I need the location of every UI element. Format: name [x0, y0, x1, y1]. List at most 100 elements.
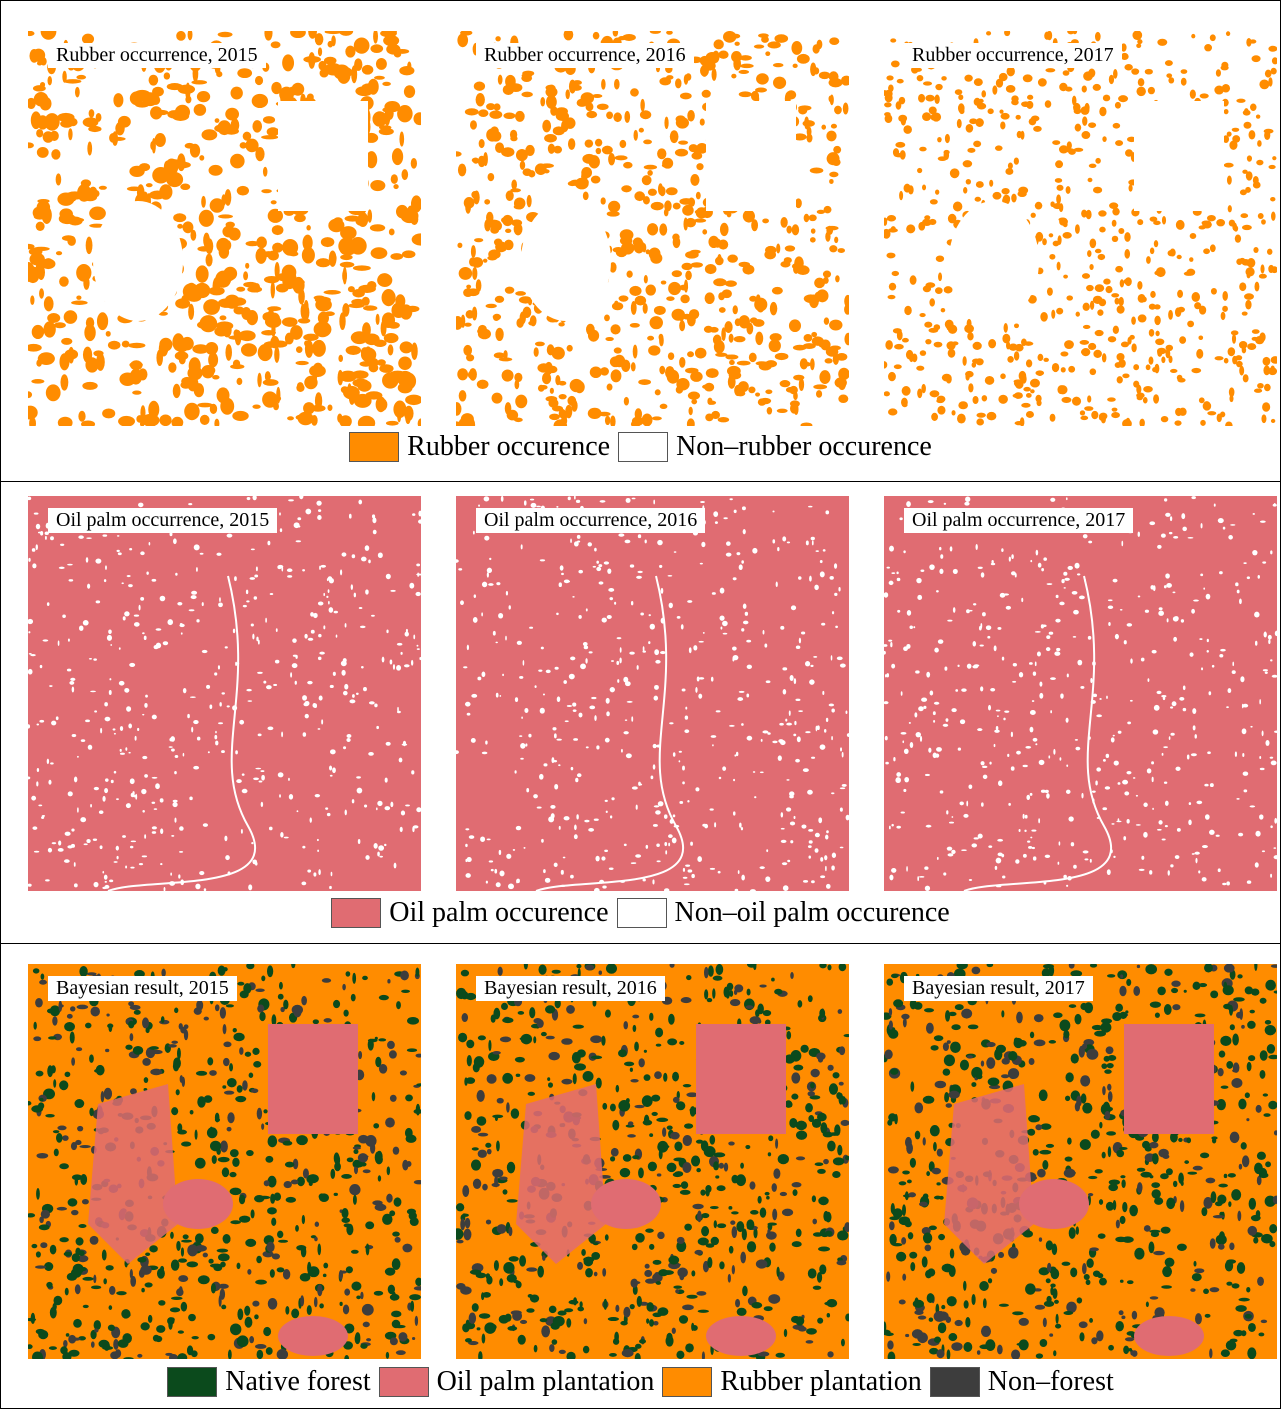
- map-patch: [642, 879, 645, 882]
- map-patch: [1134, 101, 1224, 211]
- map-patch: [806, 1328, 817, 1335]
- map-patch: [278, 772, 284, 777]
- map-patch: [728, 1206, 732, 1210]
- map-patch: [277, 565, 283, 569]
- map-patch: [417, 648, 420, 650]
- map-patch: [977, 103, 986, 110]
- map-patch: [289, 794, 293, 800]
- map-patch: [691, 262, 703, 267]
- map-patch: [623, 1021, 628, 1029]
- map-patch: [835, 377, 847, 388]
- map-patch: [1194, 302, 1201, 309]
- map-patch: [478, 1133, 488, 1137]
- map-patch: [521, 92, 533, 98]
- map-patch: [35, 1265, 46, 1268]
- map-patch: [804, 334, 813, 342]
- map-patch: [412, 826, 414, 832]
- map-patch: [108, 341, 121, 350]
- map-patch: [129, 548, 132, 550]
- map-patch: [827, 152, 840, 165]
- map-patch: [329, 607, 334, 613]
- map-patch: [814, 585, 819, 590]
- map-patch: [832, 853, 836, 858]
- map-patch: [114, 771, 116, 774]
- map-patch: [1198, 870, 1200, 873]
- map-patch: [737, 1308, 747, 1316]
- map-patch: [561, 870, 564, 875]
- map-patch: [330, 1169, 335, 1179]
- map-patch: [1166, 345, 1174, 351]
- map-patch: [90, 1236, 99, 1245]
- map-patch: [287, 575, 292, 578]
- map-patch: [789, 1118, 797, 1128]
- map-patch: [197, 403, 212, 408]
- map-patch: [1169, 736, 1171, 740]
- map-patch: [303, 334, 318, 341]
- map-patch: [509, 605, 511, 609]
- map-patch: [386, 574, 391, 579]
- map-patch: [696, 207, 708, 218]
- legend-swatch: [331, 898, 381, 928]
- map-patch: [1107, 397, 1116, 401]
- map-patch: [1001, 548, 1003, 552]
- map-patch: [222, 692, 225, 694]
- map-patch: [259, 1012, 265, 1021]
- map-patch: [315, 33, 324, 45]
- map-patch: [59, 1237, 68, 1242]
- map-patch: [142, 1058, 151, 1066]
- map-patch: [624, 397, 629, 406]
- map-patch: [371, 247, 388, 259]
- map-patch: [677, 1268, 688, 1278]
- map-patch: [673, 1172, 682, 1177]
- map-patch: [1232, 128, 1240, 132]
- map-patch: [271, 200, 277, 204]
- map-patch: [1121, 43, 1127, 51]
- map-patch: [721, 327, 726, 341]
- map-patch: [495, 36, 500, 41]
- map-patch: [252, 120, 262, 133]
- map-patch: [1259, 756, 1261, 759]
- map-patch: [185, 143, 195, 149]
- map-patch: [472, 267, 477, 280]
- map-patch: [187, 1261, 199, 1267]
- map-patch: [696, 1291, 706, 1296]
- map-patch: [168, 362, 176, 372]
- map-patch: [1271, 419, 1275, 423]
- map-patch: [392, 1232, 400, 1237]
- map-patch: [1111, 412, 1120, 418]
- map-patch: [733, 577, 737, 580]
- map-patch: [673, 752, 676, 757]
- map-patch: [484, 199, 490, 205]
- map-patch: [495, 642, 498, 644]
- map-patch: [1059, 203, 1063, 212]
- map-patch: [889, 283, 896, 291]
- map-patch: [310, 817, 312, 822]
- map-patch: [746, 693, 749, 697]
- map-patch: [241, 829, 243, 834]
- map-patch: [390, 802, 393, 808]
- map-patch: [138, 503, 143, 508]
- map-patch: [200, 553, 204, 555]
- map-patch: [465, 702, 471, 707]
- map-patch: [378, 552, 383, 558]
- map-patch: [217, 1249, 229, 1253]
- map-patch: [263, 1327, 271, 1336]
- map-patch: [296, 1245, 306, 1250]
- map-patch: [404, 85, 415, 98]
- map-patch: [395, 294, 405, 308]
- map-patch: [616, 1085, 620, 1092]
- map-patch: [1220, 649, 1226, 652]
- map-patch: [685, 73, 691, 80]
- map-patch: [825, 1212, 831, 1223]
- map-patch: [178, 874, 180, 878]
- map-patch: [1234, 225, 1239, 231]
- map-patch: [825, 835, 828, 840]
- map-patch: [102, 887, 106, 889]
- map-patch: [731, 1211, 739, 1214]
- map-patch: [550, 805, 555, 809]
- map-patch: [786, 387, 796, 393]
- map-patch: [66, 1333, 70, 1337]
- map-patch: [1218, 518, 1224, 523]
- map-patch: [1203, 401, 1212, 410]
- map-patch: [580, 1301, 583, 1307]
